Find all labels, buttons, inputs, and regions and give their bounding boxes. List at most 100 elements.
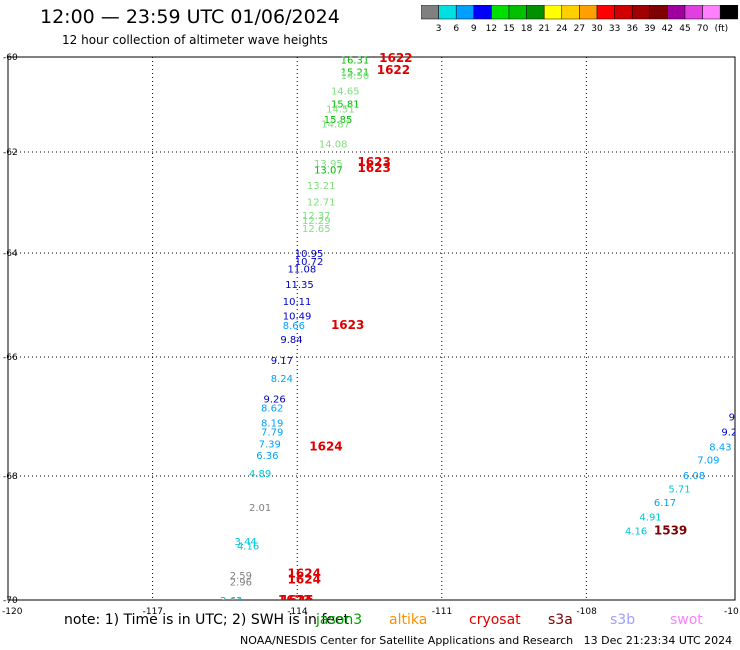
lat-tick-label: -66 xyxy=(3,353,18,363)
wave-height-label: 5.71 xyxy=(668,484,690,495)
legend-label: 30 xyxy=(591,24,603,34)
legend-label: 45 xyxy=(679,24,690,34)
wave-height-label: 10.72 xyxy=(295,257,324,268)
lat-tick-label: -62 xyxy=(3,148,18,158)
pass-time-label: 1624 xyxy=(309,439,342,453)
pass-time-label: 1539 xyxy=(654,524,687,538)
legend-unit: (ft) xyxy=(715,24,729,34)
lat-tick-label: -60 xyxy=(3,53,18,63)
wave-height-label: 12.65 xyxy=(302,224,331,235)
lat-tick-label: -64 xyxy=(3,249,18,259)
lon-tick-label: -111 xyxy=(432,607,452,617)
wave-height-label: 6.36 xyxy=(256,451,278,462)
wave-height-label: 4.89 xyxy=(249,469,271,480)
legend-label: 3 xyxy=(436,24,442,34)
wave-height-label: 11.08 xyxy=(288,265,317,276)
wave-height-label: 13.21 xyxy=(307,181,336,192)
wave-height-label: 4.16 xyxy=(625,527,647,538)
pass-time-label: 1623 xyxy=(278,593,311,607)
map-subtitle: 12 hour collection of altimeter wave hei… xyxy=(62,33,328,47)
sat-label-jason3: jason3 xyxy=(316,612,363,628)
credit-timestamp: 13 Dec 21:23:34 UTC 2024 xyxy=(583,634,733,647)
wave-height-label: 4.16 xyxy=(237,541,259,552)
map-title: 12:00 — 23:59 UTC 01/06/2024 xyxy=(40,6,340,28)
wave-height-label: 12.37 xyxy=(302,211,331,222)
wave-height-label: 10.11 xyxy=(283,297,312,308)
lat-tick-label: -68 xyxy=(3,472,18,482)
wave-height-label: 14.65 xyxy=(331,86,360,97)
wave-height-label: 2.42 xyxy=(220,596,242,607)
wave-height-label: 6.17 xyxy=(654,498,676,509)
legend-label: 12 xyxy=(486,24,497,34)
lon-tick-label: -114 xyxy=(287,607,308,617)
wave-height-label: 10.49 xyxy=(283,311,312,322)
wave-height-label: 4.91 xyxy=(639,512,661,523)
footer-note: note: 1) Time is in UTC; 2) SWH is in fe… xyxy=(64,612,350,628)
wave-height-label: 8.43 xyxy=(709,442,731,453)
lon-tick-label: -10 xyxy=(724,607,739,617)
wave-height-label: 9.84 xyxy=(280,335,302,346)
wave-height-label: 9.26 xyxy=(263,395,285,406)
wave-height-label: 15.81 xyxy=(331,100,360,111)
sat-label-s3a: s3a xyxy=(548,612,573,628)
wave-height-label: 9.1 xyxy=(729,413,740,424)
wave-height-label: 14.08 xyxy=(319,139,348,150)
wave-height-label: 12.29 xyxy=(302,216,331,227)
wave-height-label: 10.95 xyxy=(295,249,324,260)
sat-label-altika: altika xyxy=(389,612,428,628)
wave-height-label: 2.59 xyxy=(230,571,252,582)
wave-height-label: 9.25 xyxy=(721,427,740,438)
legend-label: 39 xyxy=(644,24,656,34)
wave-height-label: 8.66 xyxy=(283,321,305,332)
pass-time-label: 1622 xyxy=(377,63,410,77)
wave-height-label: 2.96 xyxy=(230,577,252,588)
legend-label: 42 xyxy=(662,24,673,34)
legend-swatch xyxy=(719,5,739,20)
wave-height-label: 12.71 xyxy=(307,197,336,208)
wave-height-label: 8.19 xyxy=(261,418,283,429)
legend-label: 21 xyxy=(538,24,549,34)
wave-height-label: 2.01 xyxy=(249,503,271,514)
sat-label-swot: swot xyxy=(670,612,703,628)
wave-height-label: 7.39 xyxy=(259,439,281,450)
lat-tick-label: -70 xyxy=(3,596,18,606)
wave-height-label: 3.64 xyxy=(220,596,242,607)
legend-label: 15 xyxy=(503,24,514,34)
wave-height-label: 8.24 xyxy=(271,374,293,385)
pass-time-label: 1623 xyxy=(331,318,364,332)
wave-height-label: 14.51 xyxy=(326,104,355,115)
map-frame xyxy=(7,56,736,601)
wave-height-label: 14.50 xyxy=(341,71,370,82)
legend-label: 27 xyxy=(574,24,585,34)
wave-height-label: 16.31 xyxy=(341,55,370,66)
credit-line: NOAA/NESDIS Center for Satellite Applica… xyxy=(240,634,732,647)
pass-time-label: 1623 xyxy=(357,155,390,169)
legend-label: 33 xyxy=(609,24,620,34)
legend-label: 70 xyxy=(697,24,709,34)
wave-height-label: 3.44 xyxy=(235,537,257,548)
pass-time-label: 1625 xyxy=(280,593,313,607)
lon-tick-label: -120 xyxy=(2,607,23,617)
wave-height-label: 9.17 xyxy=(271,356,293,367)
lon-tick-label: -108 xyxy=(576,607,597,617)
wave-height-label: 13.07 xyxy=(314,166,343,177)
wave-height-label: 6.08 xyxy=(683,471,705,482)
legend-label: 18 xyxy=(521,24,533,34)
pass-time-label: 1623 xyxy=(357,161,390,175)
lon-tick-label: -117 xyxy=(143,607,163,617)
wave-height-label: 11.35 xyxy=(285,280,314,291)
wave-height-label: 15.21 xyxy=(341,67,370,78)
wave-height-label: 8.62 xyxy=(261,404,283,415)
pass-time-label: 1624 xyxy=(288,566,321,580)
legend-label: 6 xyxy=(453,24,459,34)
credit-org: NOAA/NESDIS Center for Satellite Applica… xyxy=(240,634,574,647)
pass-time-label: 1622 xyxy=(379,51,412,65)
sat-label-s3b: s3b xyxy=(610,612,636,628)
wave-height-label: 15.85 xyxy=(324,115,353,126)
legend-label: 9 xyxy=(471,24,477,34)
wave-height-label: 1 xyxy=(736,398,740,409)
legend-label: 24 xyxy=(556,24,568,34)
sat-label-cryosat: cryosat xyxy=(469,612,521,628)
